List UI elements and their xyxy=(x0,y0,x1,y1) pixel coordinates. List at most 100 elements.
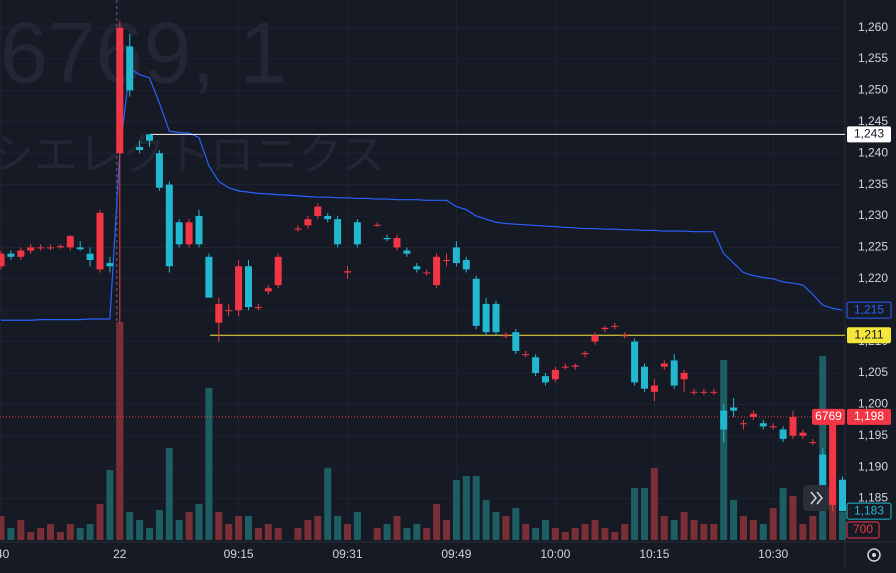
expand-button[interactable] xyxy=(803,485,829,511)
candle-body xyxy=(205,256,213,298)
candle-body xyxy=(344,271,351,273)
candle-body xyxy=(829,416,837,505)
candle-body xyxy=(225,310,233,312)
vwap-label: 1,215 xyxy=(854,302,884,316)
settings-button[interactable] xyxy=(867,548,881,562)
volume-bar xyxy=(492,512,500,540)
candle-body xyxy=(403,250,411,254)
candle-body xyxy=(264,288,272,292)
volume-bar xyxy=(116,322,124,540)
volume-bar xyxy=(27,532,35,540)
volume-bar xyxy=(571,528,579,540)
y-tick-label: 1,195 xyxy=(858,428,888,442)
volume-bar xyxy=(730,500,738,540)
volume-bar xyxy=(106,470,114,540)
y-tick-label: 1,190 xyxy=(858,459,888,473)
volume-bar xyxy=(462,476,470,540)
candle-body xyxy=(561,366,569,368)
volume-bar xyxy=(680,512,688,540)
volume-bar xyxy=(621,524,629,540)
volume-bar xyxy=(393,516,401,540)
candle-body xyxy=(482,303,490,333)
volume-bar xyxy=(205,388,213,540)
candle-body xyxy=(601,327,609,330)
volume-bar xyxy=(759,524,767,540)
last-price-label-box xyxy=(846,502,892,520)
candle-body xyxy=(740,423,747,425)
candle-body xyxy=(591,335,599,342)
candle-body xyxy=(492,303,500,333)
volume-bar xyxy=(403,528,411,540)
candle-body xyxy=(571,365,579,367)
candle-body xyxy=(116,27,124,154)
candle-body xyxy=(175,222,183,245)
candle-body xyxy=(670,360,678,386)
volume-bar xyxy=(601,528,609,540)
candle-body xyxy=(779,429,787,439)
candle-body xyxy=(462,259,470,270)
volume-bar xyxy=(254,528,262,540)
prev-close-label-box xyxy=(847,408,891,425)
hline-label: 1,243 xyxy=(854,127,884,141)
volume-bar xyxy=(532,528,540,540)
candle-body xyxy=(690,391,698,393)
volume-bar xyxy=(225,524,233,540)
candle-body xyxy=(472,278,480,326)
volume-bar xyxy=(561,532,569,540)
candle-body xyxy=(839,479,846,512)
candle-body xyxy=(7,253,15,257)
x-tick-label: :40 xyxy=(0,547,10,561)
volume-bar xyxy=(136,520,144,540)
volume-bar xyxy=(175,520,183,540)
y-tick-label: 1,235 xyxy=(858,177,888,191)
x-tick-label: 10:15 xyxy=(639,547,669,561)
volume-bar xyxy=(502,516,510,540)
volume-bar xyxy=(749,520,757,540)
y-tick-label: 1,200 xyxy=(858,397,888,411)
volume-bar xyxy=(720,360,728,540)
x-tick-label: 10:00 xyxy=(540,547,570,561)
candle-body xyxy=(96,212,104,270)
volume-bar xyxy=(334,516,342,540)
volume-bar xyxy=(650,468,658,540)
candle-body xyxy=(146,134,153,141)
volume-bar xyxy=(165,448,173,540)
volume-bar xyxy=(146,528,153,540)
candle-body xyxy=(86,253,94,260)
volume-bar xyxy=(76,528,84,540)
y-tick-label: 1,220 xyxy=(858,271,888,285)
volume-bar xyxy=(344,524,351,540)
volume-bar xyxy=(660,516,668,540)
candle-body xyxy=(274,256,282,286)
volume-bar xyxy=(66,524,74,540)
candle-body xyxy=(769,426,777,428)
candle-body xyxy=(443,259,450,261)
watermark-name: シエレクトロニクス xyxy=(0,131,385,180)
volume-bar xyxy=(17,520,25,540)
volume-bar xyxy=(245,516,252,540)
volume-bar xyxy=(740,516,747,540)
candle-body xyxy=(631,341,639,383)
volume-bar xyxy=(37,528,45,540)
y-tick-label: 1,230 xyxy=(858,208,888,222)
volume-bar xyxy=(452,480,460,540)
volume-bar xyxy=(611,532,619,540)
y-tick-label: 1,250 xyxy=(858,83,888,97)
y-tick-label: 1,240 xyxy=(858,145,888,159)
y-tick-label: 1,185 xyxy=(858,491,888,505)
candle-body xyxy=(660,363,668,367)
x-tick-label: 09:49 xyxy=(441,547,471,561)
candle-body xyxy=(512,332,520,351)
watermark-symbol: 6769, 1 xyxy=(0,6,287,102)
candle-body xyxy=(710,391,718,393)
volume-bar xyxy=(839,512,846,540)
candle-body xyxy=(522,354,530,356)
volume-bar xyxy=(779,488,787,540)
candle-body xyxy=(66,236,74,248)
candle-body xyxy=(789,416,797,436)
candle-body xyxy=(195,216,203,245)
x-tick-label: 09:31 xyxy=(332,547,362,561)
candle-body xyxy=(650,385,658,392)
candle-body xyxy=(819,454,827,493)
